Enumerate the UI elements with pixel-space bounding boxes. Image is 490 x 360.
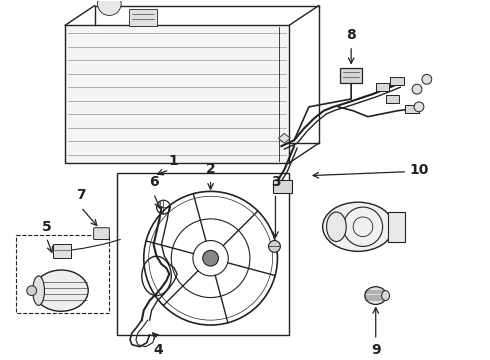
Circle shape: [98, 0, 121, 15]
Bar: [341, 68, 362, 83]
Ellipse shape: [326, 212, 346, 242]
Text: 5: 5: [42, 220, 51, 234]
Bar: [117, 173, 289, 335]
Circle shape: [412, 84, 422, 94]
Bar: [376, 83, 390, 91]
Ellipse shape: [34, 270, 88, 311]
Text: 1: 1: [169, 154, 178, 168]
Circle shape: [27, 286, 37, 296]
Bar: [388, 212, 405, 242]
Text: 4: 4: [154, 343, 163, 357]
Circle shape: [414, 102, 424, 112]
Ellipse shape: [33, 276, 45, 305]
Circle shape: [269, 240, 280, 252]
Ellipse shape: [365, 287, 387, 305]
Text: 2: 2: [206, 162, 216, 176]
Text: 8: 8: [346, 28, 356, 42]
Bar: [53, 244, 71, 258]
Text: 6: 6: [149, 175, 158, 189]
Bar: [272, 180, 292, 193]
Text: 3: 3: [270, 175, 280, 189]
FancyBboxPatch shape: [94, 228, 109, 239]
Circle shape: [203, 250, 219, 266]
Text: 10: 10: [409, 163, 429, 177]
Text: 9: 9: [371, 343, 381, 357]
Circle shape: [422, 75, 432, 84]
Ellipse shape: [322, 202, 393, 251]
Bar: [386, 95, 399, 103]
Bar: [405, 105, 419, 113]
Polygon shape: [278, 134, 290, 143]
Text: 7: 7: [76, 188, 86, 202]
Bar: [129, 9, 156, 26]
Ellipse shape: [382, 291, 390, 301]
Bar: [65, 25, 289, 163]
Bar: [391, 77, 404, 85]
Bar: [16, 235, 109, 313]
